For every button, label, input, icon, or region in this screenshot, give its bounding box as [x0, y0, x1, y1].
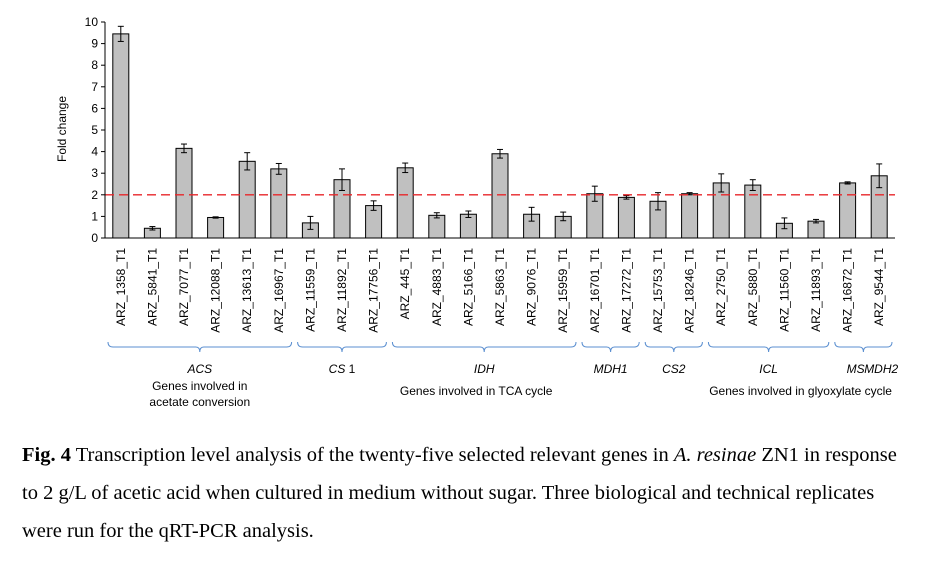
x-tick-label: ARZ_12088_T1: [209, 248, 223, 333]
bar: [681, 193, 699, 239]
y-tick-label: 5: [91, 123, 98, 137]
gene-group-bracket: [297, 341, 387, 353]
gene-group-brackets: ACS CS 1 IDH MDH1 CS2 ICL MS MDH2: [107, 341, 899, 376]
x-tick-label: ARZ_11892_T1: [335, 248, 349, 332]
caption-text-2: ZN1 in response to 2 g/L of acetic acid …: [22, 444, 897, 542]
y-tick-label: 8: [91, 58, 98, 72]
x-tick-label: ARZ_5863_T1: [493, 248, 507, 326]
gene-group-label: MS: [847, 362, 865, 376]
bar: [175, 147, 193, 239]
gene-group-label: CS2: [662, 362, 686, 376]
bar: [491, 153, 509, 239]
x-tick-label: ARZ_11893_T1: [809, 248, 823, 332]
x-tick-label: ARZ_5841_T1: [145, 248, 159, 326]
process-label: Genes involved in: [152, 379, 247, 393]
gene-group-bracket: [391, 341, 577, 353]
gene-group-bracket: [834, 341, 893, 353]
process-label-line2: acetate conversion: [149, 395, 250, 409]
y-tick-label: 7: [91, 80, 98, 94]
x-tick-label: ARZ_5880_T1: [746, 248, 760, 326]
gene-group-label: ICL: [759, 362, 778, 376]
x-tick-label: ARZ_13613_T1: [240, 248, 254, 333]
y-axis-ticks: 0 1 2 3 4 5 6 7 8 9 10: [85, 15, 105, 245]
caption-text-1: Transcription level analysis of the twen…: [70, 444, 674, 466]
bar: [238, 160, 256, 239]
caption-species: A. resinae: [673, 444, 757, 466]
figure-number: Fig. 4: [22, 444, 71, 466]
x-tick-label: ARZ_17756_T1: [367, 248, 381, 333]
bar: [428, 214, 446, 239]
x-tick-label: ARZ_4883_T1: [430, 248, 444, 326]
bar: [807, 220, 825, 239]
y-tick-label: 4: [91, 145, 98, 159]
bar: [207, 216, 225, 239]
x-tick-label: ARZ_18246_T1: [683, 248, 697, 333]
x-tick-label: ARZ_15959_T1: [556, 248, 570, 333]
x-tick-label: ARZ_16872_T1: [841, 248, 855, 333]
y-tick-label: 2: [91, 188, 98, 202]
axes: [104, 22, 895, 239]
x-tick-label: ARZ_5166_T1: [461, 248, 475, 326]
gene-group-label: MDH2: [864, 362, 898, 376]
y-tick-label: 10: [85, 15, 99, 29]
bar: [112, 33, 130, 239]
bar: [617, 196, 635, 239]
bar-series: [112, 25, 888, 239]
gene-group-bracket: [644, 341, 703, 353]
x-tick-label: ARZ_445_T1: [398, 248, 412, 320]
x-tick-label: ARZ_9076_T1: [525, 248, 539, 326]
y-tick-label: 9: [91, 37, 98, 51]
process-label: Genes involved in TCA cycle: [400, 384, 553, 398]
y-tick-label: 0: [91, 231, 98, 245]
x-tick-label: ARZ_7077_T1: [177, 248, 191, 326]
x-axis-tick-labels: ARZ_1358_T1 ARZ_5841_T1 ARZ_7077_T1 ARZ_120…: [114, 248, 886, 333]
x-tick-label: ARZ_11560_T1: [777, 248, 791, 332]
gene-group-label: IDH: [474, 362, 495, 376]
x-tick-label: ARZ_16967_T1: [272, 248, 286, 333]
x-tick-label: ARZ_11559_T1: [303, 248, 317, 332]
x-tick-label: ARZ_9544_T1: [872, 248, 886, 326]
gene-group-label: ACS: [186, 362, 212, 376]
bar: [396, 167, 414, 239]
y-tick-label: 3: [91, 166, 98, 180]
process-labels: Genes involved in acetate conversion Genes…: [149, 379, 892, 409]
gene-group-label: MDH1: [594, 362, 628, 376]
bar: [839, 182, 857, 239]
gene-group-bracket: [581, 341, 640, 353]
process-label: Genes involved in glyoxylate cycle: [709, 384, 892, 398]
gene-group-bracket: [707, 341, 830, 353]
figure-caption: Fig. 4 Transcription level analysis of t…: [22, 436, 912, 550]
gene-group-bracket: [107, 341, 293, 353]
x-tick-label: ARZ_17272_T1: [619, 248, 633, 333]
x-tick-label: ARZ_1358_T1: [114, 248, 128, 326]
x-tick-label: ARZ_15753_T1: [651, 248, 665, 333]
x-tick-label: ARZ_16701_T1: [588, 248, 602, 333]
bar: [744, 184, 762, 239]
y-tick-label: 6: [91, 101, 98, 115]
y-axis-label: Fold change: [55, 96, 69, 162]
bar: [270, 168, 288, 239]
gene-group-label: CS 1: [329, 362, 356, 376]
x-tick-label: ARZ_2750_T1: [714, 248, 728, 326]
y-tick-label: 1: [91, 209, 98, 223]
